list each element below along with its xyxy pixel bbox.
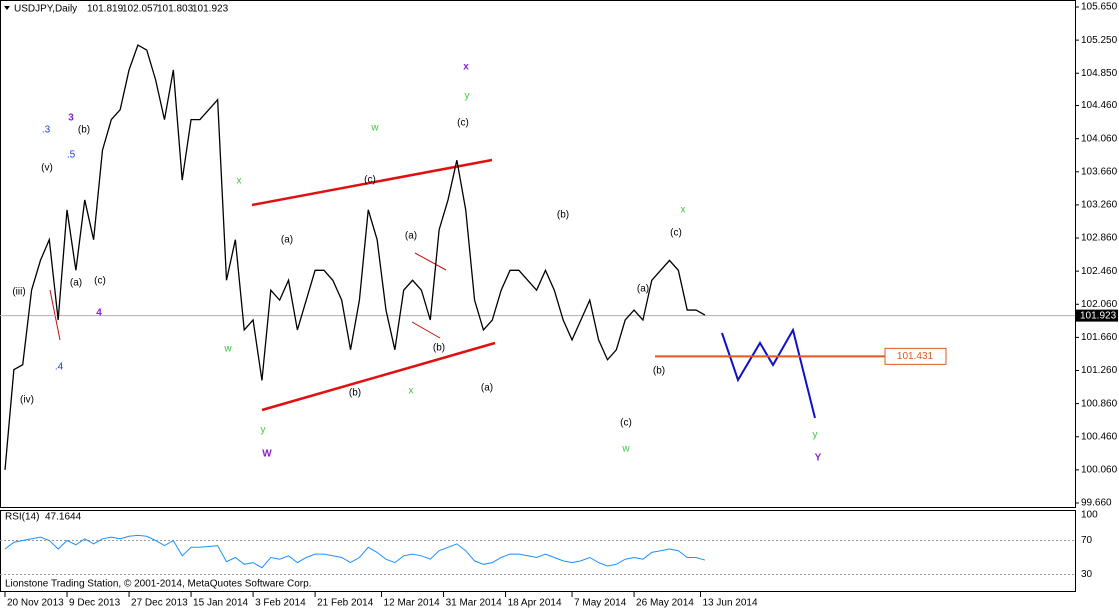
- y-tick-label: 99.660: [1081, 498, 1112, 509]
- wave-label: .3: [42, 125, 51, 136]
- wave-label: (c): [620, 418, 632, 429]
- current-price-box: [1076, 309, 1118, 322]
- y-tick-label: 100.860: [1081, 398, 1118, 409]
- wave-label: W: [262, 449, 272, 460]
- trendline: [261, 341, 496, 412]
- price-line: [4, 44, 706, 470]
- wave-label: w: [621, 444, 630, 455]
- wave-label: (a): [70, 278, 82, 289]
- wave-label: x: [463, 62, 469, 73]
- wave-label: (c): [457, 118, 469, 129]
- y-tick-label: 104.460: [1081, 100, 1118, 111]
- wave-label: y: [813, 430, 818, 441]
- low: 101.803: [157, 4, 194, 15]
- y-tick-label: 105.650: [1081, 2, 1118, 13]
- y-tick-label: 103.260: [1081, 200, 1118, 211]
- wave-label: (b): [433, 343, 445, 354]
- rsi-line: [4, 534, 706, 569]
- menu-arrow[interactable]: [4, 6, 10, 10]
- wave-label: (b): [557, 210, 569, 221]
- target-box: [884, 347, 947, 365]
- wave-label: y: [261, 425, 266, 436]
- symbol: USDJPY,Daily: [14, 4, 77, 15]
- high: 102.057: [122, 4, 159, 15]
- x-tick-label: 9 Dec 2013: [69, 598, 121, 609]
- x-tick-label: 27 Dec 2013: [131, 598, 188, 609]
- y-tick-label: 100.060: [1081, 465, 1118, 476]
- x-tick-label: 21 Feb 2014: [317, 598, 374, 609]
- x-tick-label: 15 Jan 2014: [193, 598, 248, 609]
- y-tick-label: 102.060: [1081, 299, 1118, 310]
- y-tick-label: 104.850: [1081, 68, 1118, 79]
- rsi-tick-label: 30: [1081, 569, 1093, 580]
- x-tick-label: 3 Feb 2014: [255, 598, 306, 609]
- wave-label: (b): [349, 388, 361, 399]
- x-tick-label: 31 Mar 2014: [446, 598, 503, 609]
- wave-label: (b): [78, 125, 90, 136]
- trendline: [411, 321, 441, 339]
- y-tick-label: 100.460: [1081, 431, 1118, 442]
- rsi-label: RSI(14): [5, 512, 39, 523]
- wave-label: Y: [815, 453, 822, 464]
- rsi-tick-label: 70: [1081, 535, 1093, 546]
- wave-label: 4: [96, 308, 102, 319]
- wave-label: w: [223, 344, 232, 355]
- x-tick-label: 26 May 2014: [636, 598, 694, 609]
- y-tick-label: 104.060: [1081, 133, 1118, 144]
- close: 101.923: [192, 4, 229, 15]
- x-tick-label: 20 Nov 2013: [7, 598, 64, 609]
- y-tick-label: 101.260: [1081, 365, 1118, 376]
- wave-label: y: [465, 91, 470, 102]
- main-panel: [0, 0, 1076, 508]
- wave-label: x: [237, 176, 242, 187]
- x-tick-label: 12 Mar 2014: [384, 598, 441, 609]
- wave-label: .5: [67, 150, 76, 161]
- trendline: [49, 289, 61, 341]
- current-price-label: 101.923: [1080, 310, 1117, 321]
- open: 101.819: [87, 4, 124, 15]
- wave-label: (a): [637, 284, 649, 295]
- trendline: [251, 158, 493, 207]
- x-tick-label: 7 May 2014: [574, 598, 627, 609]
- rsi-last: 47.1644: [45, 512, 82, 523]
- wave-label: 3: [68, 113, 74, 124]
- wave-label: (v): [41, 163, 53, 174]
- wave-label: (iv): [20, 395, 34, 406]
- y-tick-label: 105.250: [1081, 35, 1118, 46]
- y-tick-label: 103.660: [1081, 166, 1118, 177]
- wave-label: (c): [364, 175, 376, 186]
- y-tick-label: 102.860: [1081, 233, 1118, 244]
- y-tick-label: 102.460: [1081, 266, 1118, 277]
- wave-label: w: [370, 123, 379, 134]
- wave-label: x: [409, 386, 414, 397]
- wave-label: (b): [653, 366, 665, 377]
- x-tick-label: 13 Jun 2014: [703, 598, 758, 609]
- wave-label: .4: [55, 362, 64, 373]
- wave-label: (c): [94, 276, 106, 287]
- target-label: 101.431: [897, 351, 934, 362]
- wave-label: x: [681, 205, 686, 216]
- rsi-tick-label: 100: [1081, 510, 1098, 521]
- rsi-panel: [0, 510, 1076, 592]
- projection: [721, 327, 816, 419]
- y-tick-label: 101.660: [1081, 332, 1118, 343]
- wave-label: (a): [405, 231, 417, 242]
- x-tick-label: 18 Apr 2014: [508, 598, 562, 609]
- wave-label: (iii): [12, 287, 25, 298]
- trendline: [414, 252, 447, 271]
- wave-label: (c): [670, 228, 682, 239]
- wave-label: (a): [481, 383, 493, 394]
- wave-label: (a): [281, 235, 293, 246]
- copyright: Lionstone Trading Station, © 2001-2014, …: [5, 579, 311, 590]
